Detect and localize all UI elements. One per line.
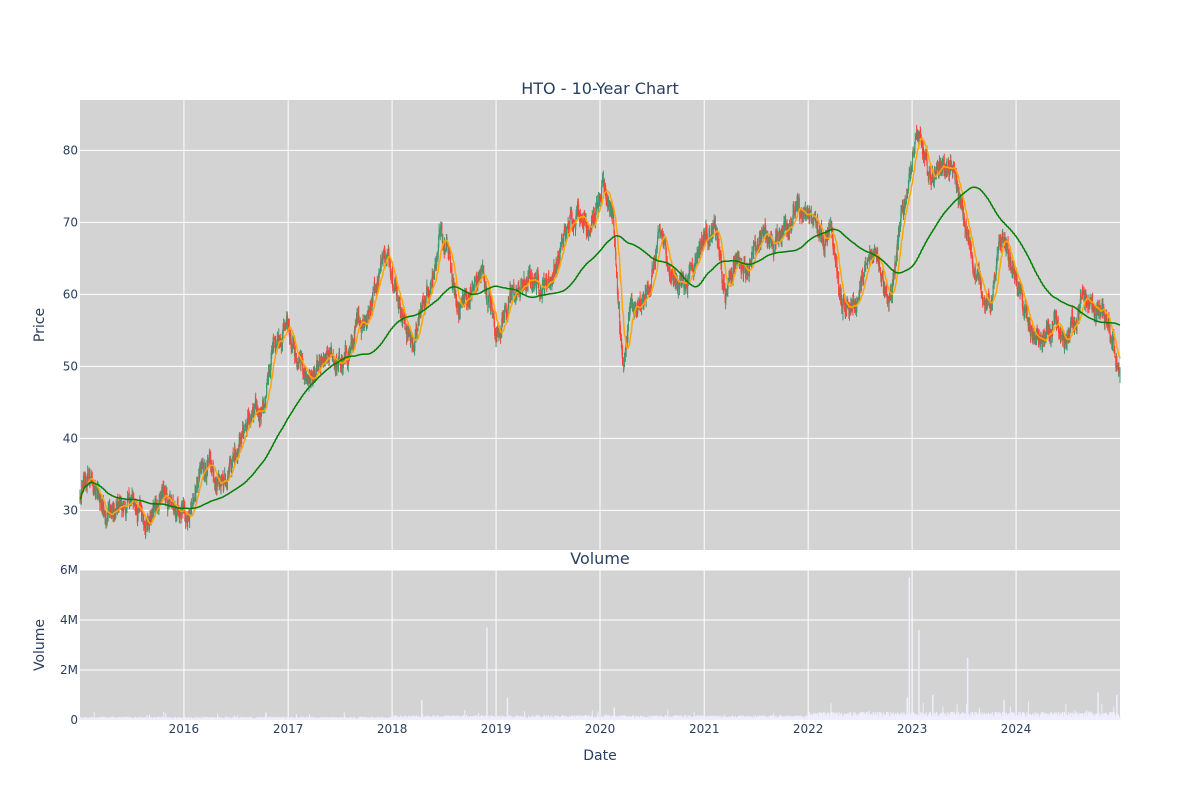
price-y-tick-label: 30 [63, 503, 78, 517]
price-y-tick-label: 80 [63, 143, 78, 157]
price-y-axis-title: Price [32, 308, 48, 342]
price-y-tick-label: 60 [63, 287, 78, 301]
price-y-tick-label: 70 [63, 215, 78, 229]
price-y-ticks: 30 40 50 60 70 80 [63, 143, 78, 517]
moving-average-short-line [79, 137, 1121, 525]
price-chart-title: HTO - 10-Year Chart [521, 79, 679, 98]
moving-average-long-line [79, 186, 1121, 510]
moving-averages [79, 137, 1121, 525]
price-y-tick-label: 50 [63, 359, 78, 373]
price-gridlines [80, 100, 1120, 550]
volume-bars [79, 577, 1121, 720]
price-y-tick-label: 40 [63, 431, 78, 445]
